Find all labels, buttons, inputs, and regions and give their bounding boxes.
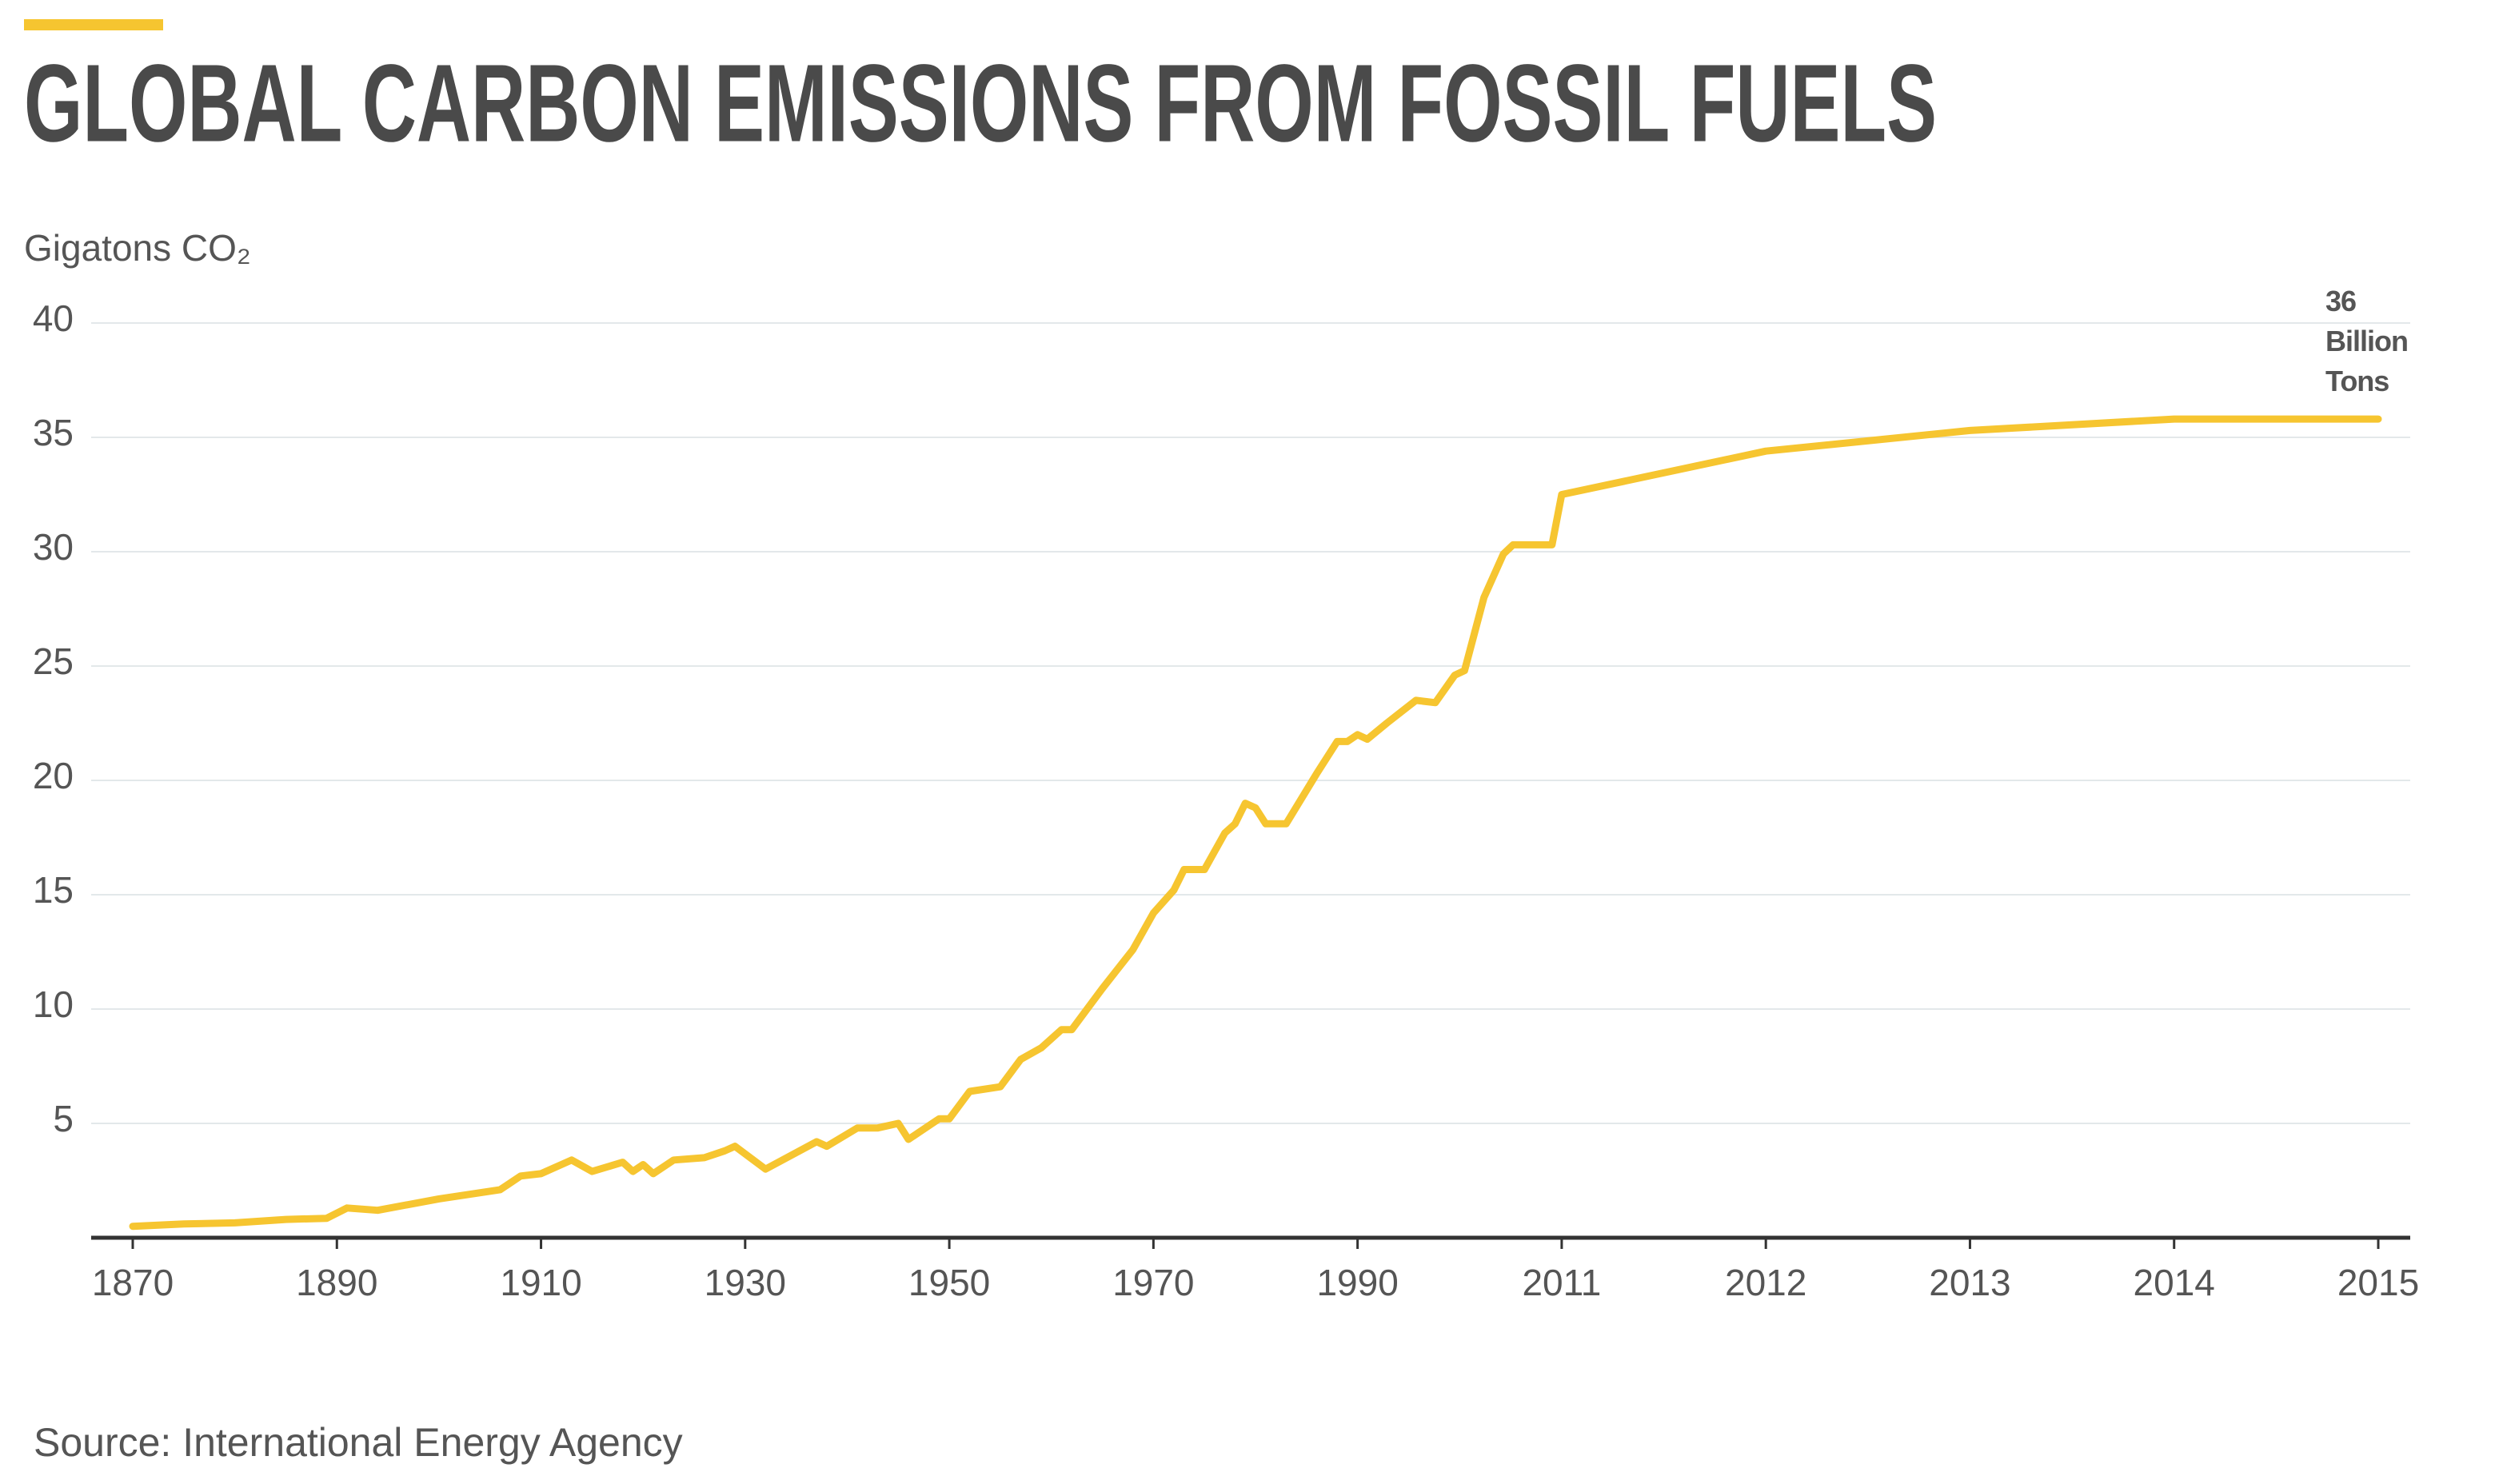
y-tick-label: 40: [33, 297, 74, 339]
y-tick-label: 10: [33, 983, 74, 1025]
x-tick-label: 1970: [1112, 1262, 1194, 1303]
x-tick-label: 1950: [908, 1262, 990, 1303]
x-tick-label: 2012: [1725, 1262, 1806, 1303]
y-tick-label: 5: [53, 1098, 74, 1139]
y-tick-label: 30: [33, 526, 74, 568]
x-tick-label: 1870: [92, 1262, 174, 1303]
x-tick-label: 2011: [1522, 1262, 1601, 1303]
x-tick-label: 1910: [500, 1262, 581, 1303]
data-line: [129, 415, 2382, 1231]
y-axis-label: Gigatons CO₂: [24, 227, 251, 269]
source: Source: International Energy Agency: [34, 1420, 683, 1465]
x-tick-label: 2015: [2337, 1262, 2419, 1303]
x-tick-label: 1890: [296, 1262, 377, 1303]
x-tick-label: 1990: [1316, 1262, 1398, 1303]
annotation: 36 Billion Tons: [2325, 285, 2409, 397]
y-tick-label: 15: [33, 869, 74, 911]
x-tick-label: 1930: [705, 1262, 786, 1303]
x-tick-label: 2014: [2134, 1262, 2215, 1303]
y-tick-label: 25: [33, 640, 74, 682]
x-tick-label: 2013: [1929, 1262, 2010, 1303]
accent-bar: [24, 19, 163, 30]
y-tick-label: 35: [33, 412, 74, 453]
chart-title: GLOBAL CARBON EMISSIONS FROM FOSSIL FUEL…: [24, 42, 1937, 165]
y-tick-label: 20: [33, 755, 74, 796]
